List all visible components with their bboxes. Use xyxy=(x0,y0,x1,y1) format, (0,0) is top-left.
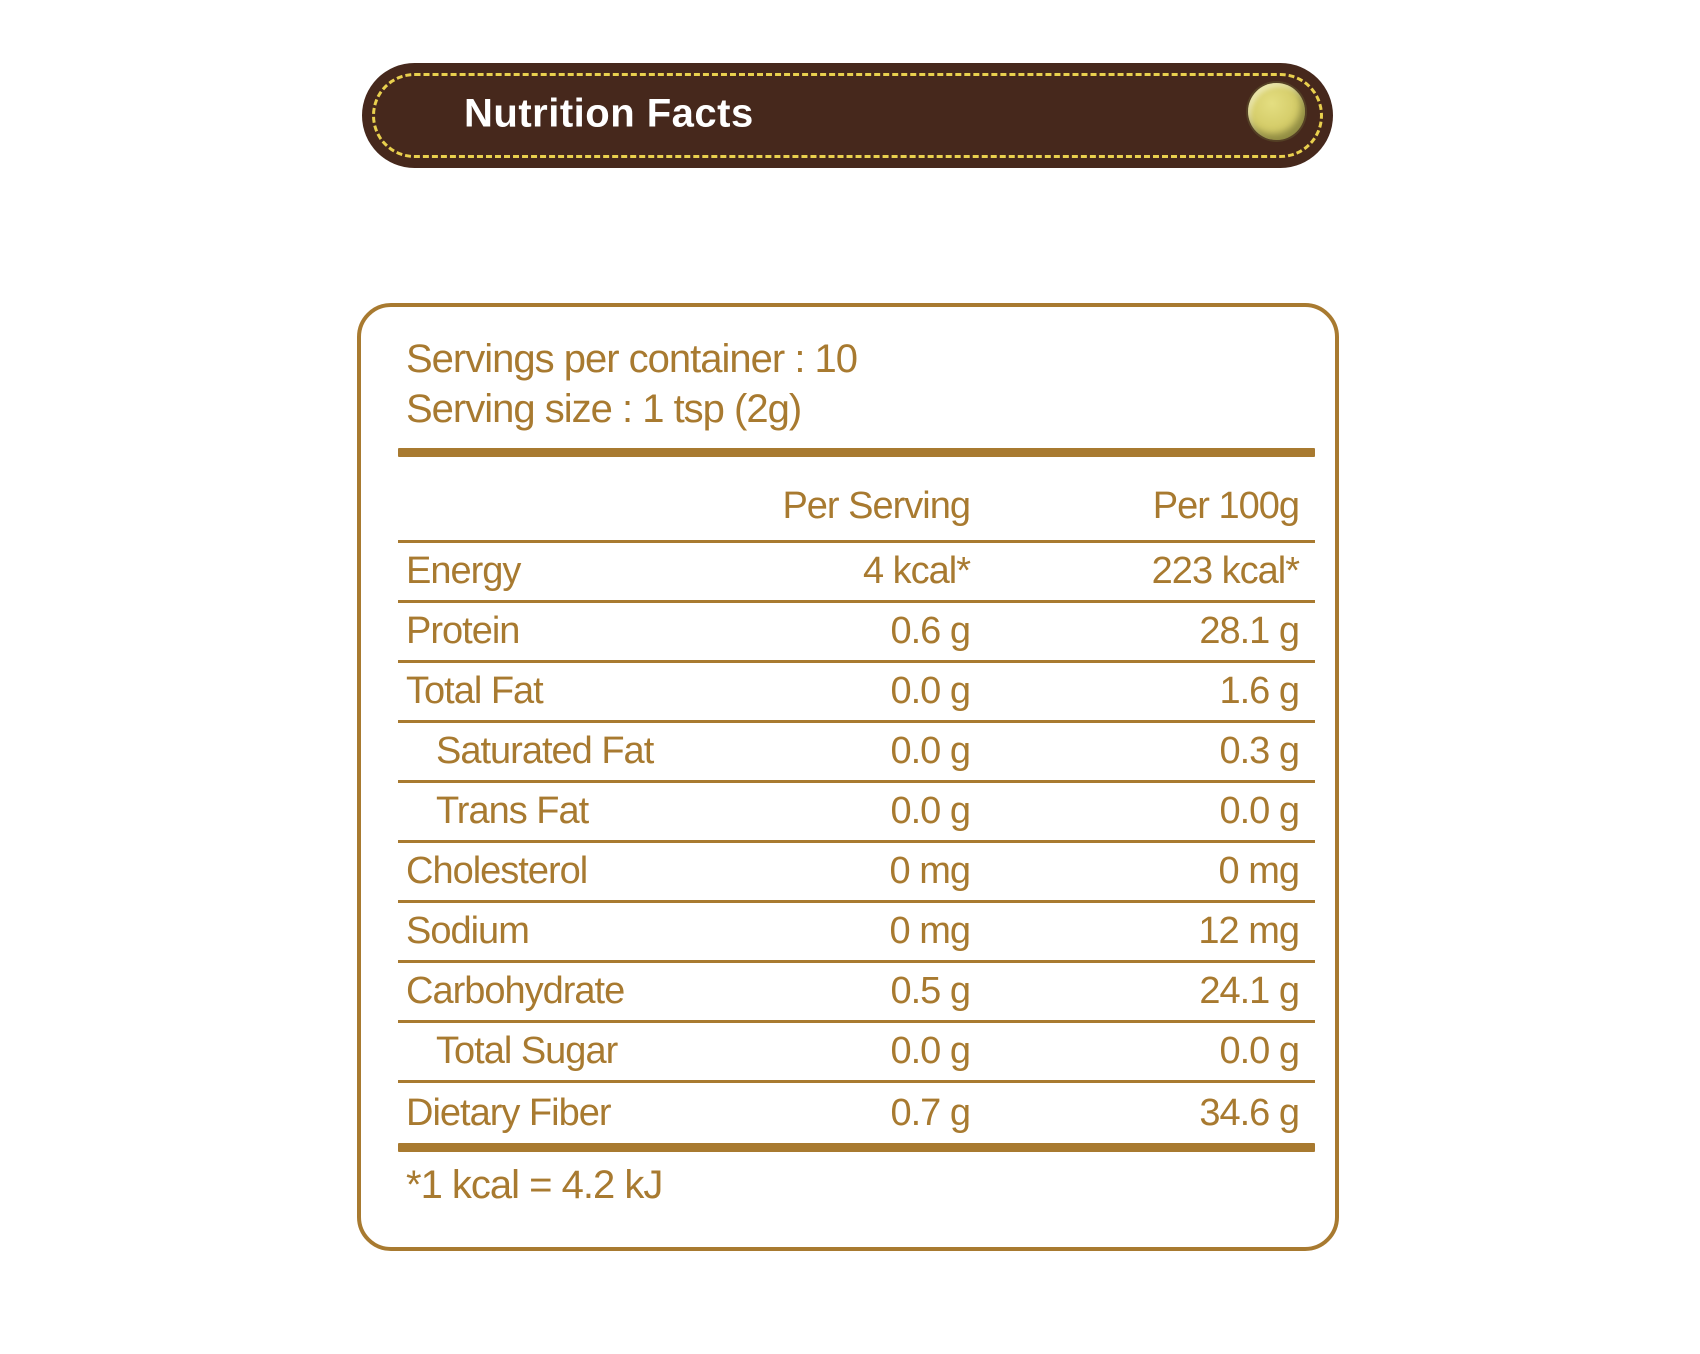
table-row: Total Sugar 0.0 g 0.0 g xyxy=(398,1023,1315,1083)
row-label: Total Sugar xyxy=(436,1030,618,1072)
serving-info: Servings per container : 10 Serving size… xyxy=(398,334,1315,434)
row-label: Sodium xyxy=(406,910,530,952)
table-row: Protein 0.6 g 28.1 g xyxy=(398,603,1315,663)
row-per-serving: 4 kcal* xyxy=(862,550,971,592)
row-label: Cholesterol xyxy=(406,850,588,892)
row-per-100g: 34.6 g xyxy=(1199,1091,1300,1134)
row-per-serving: 0.0 g xyxy=(890,730,971,772)
row-per-serving: 0.0 g xyxy=(890,790,971,832)
row-per-serving: 0 mg xyxy=(889,910,971,952)
row-label: Total Fat xyxy=(406,670,544,712)
table-row: Carbohydrate 0.5 g 24.1 g xyxy=(398,963,1315,1023)
stitch-dashed-border xyxy=(372,73,1323,158)
row-per-serving: 0.7 g xyxy=(890,1091,971,1134)
table-row: Sodium 0 mg 12 mg xyxy=(398,903,1315,963)
divider-thick-top xyxy=(398,448,1315,457)
table-row: Trans Fat 0.0 g 0.0 g xyxy=(398,783,1315,843)
facts-table: Per Serving Per 100g Energy 4 kcal* 223 … xyxy=(398,457,1315,1143)
yellow-dot-badge xyxy=(1248,83,1305,140)
facts-table-header: Per Serving Per 100g xyxy=(398,457,1315,543)
row-label: Protein xyxy=(406,610,520,652)
row-per-serving: 0.0 g xyxy=(890,670,971,712)
header-per-100g: Per 100g xyxy=(1152,485,1300,527)
table-row: Energy 4 kcal* 223 kcal* xyxy=(398,543,1315,603)
divider-thick-bottom xyxy=(398,1143,1315,1152)
serving-size: Serving size : 1 tsp (2g) xyxy=(406,387,802,431)
table-row: Total Fat 0.0 g 1.6 g xyxy=(398,663,1315,723)
banner-title: Nutrition Facts xyxy=(464,91,754,136)
row-label: Dietary Fiber xyxy=(406,1091,612,1134)
table-row: Cholesterol 0 mg 0 mg xyxy=(398,843,1315,903)
row-label: Saturated Fat xyxy=(436,730,654,772)
row-label: Trans Fat xyxy=(436,790,589,832)
table-row: Saturated Fat 0.0 g 0.3 g xyxy=(398,723,1315,783)
panel-content: Servings per container : 10 Serving size… xyxy=(398,307,1315,1209)
row-per-serving: 0.0 g xyxy=(890,1030,971,1072)
row-per-serving: 0 mg xyxy=(889,850,971,892)
nutrition-facts-banner: Nutrition Facts xyxy=(362,63,1333,168)
row-per-100g: 0.0 g xyxy=(1219,1030,1300,1072)
kcal-footnote: *1 kcal = 4.2 kJ xyxy=(406,1163,663,1207)
row-per-100g: 1.6 g xyxy=(1219,670,1300,712)
servings-per-container: Servings per container : 10 xyxy=(406,337,858,381)
nutrition-panel: Servings per container : 10 Serving size… xyxy=(357,303,1339,1251)
row-per-100g: 24.1 g xyxy=(1199,970,1300,1012)
row-per-100g: 0.0 g xyxy=(1219,790,1300,832)
row-per-100g: 28.1 g xyxy=(1199,610,1300,652)
row-per-serving: 0.5 g xyxy=(890,970,971,1012)
row-per-100g: 0.3 g xyxy=(1219,730,1300,772)
row-per-serving: 0.6 g xyxy=(890,610,971,652)
row-per-100g: 12 mg xyxy=(1198,910,1300,952)
row-label: Carbohydrate xyxy=(406,970,625,1012)
row-per-100g: 0 mg xyxy=(1218,850,1300,892)
facts-table-body: Energy 4 kcal* 223 kcal* Protein 0.6 g 2… xyxy=(398,543,1315,1143)
row-per-100g: 223 kcal* xyxy=(1151,550,1300,592)
row-label: Energy xyxy=(406,550,521,592)
table-row: Dietary Fiber 0.7 g 34.6 g xyxy=(398,1083,1315,1143)
header-per-serving: Per Serving xyxy=(782,485,971,527)
